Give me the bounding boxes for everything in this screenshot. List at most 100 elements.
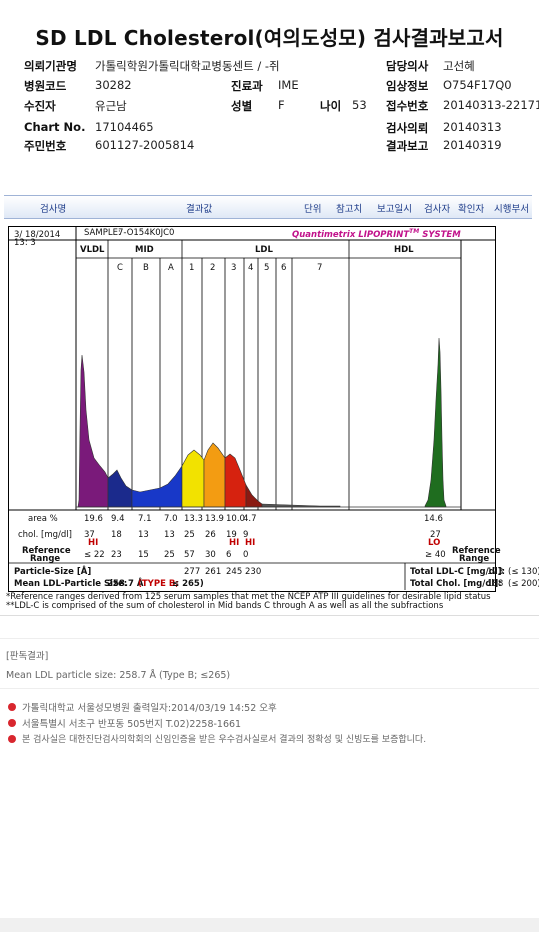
receipt-label: 접수번호 bbox=[386, 99, 429, 113]
subband-label: A bbox=[168, 263, 174, 273]
ref-label-l2: Range bbox=[30, 554, 61, 564]
lipoprint-report bbox=[8, 226, 496, 592]
total-chol-value: 188 bbox=[487, 579, 504, 589]
area-cell: 7.0 bbox=[164, 514, 178, 524]
electrophoresis-curves bbox=[77, 337, 447, 508]
divider-bottom bbox=[0, 688, 539, 689]
subband-label: B bbox=[143, 263, 149, 273]
area-cell: 13.3 bbox=[184, 514, 203, 524]
footer-address: 서울특별시 서초구 반포동 505번지 T.02)2258-1661 bbox=[22, 719, 242, 730]
col-confirmer: 확인자 bbox=[458, 204, 485, 215]
col-unit: 단위 bbox=[304, 204, 322, 215]
vldl-band-fill bbox=[77, 354, 109, 508]
particle-size-cell: 245 bbox=[226, 567, 243, 577]
chol-hdl: 27 bbox=[430, 530, 441, 540]
report-date-label: 결과보고 bbox=[386, 139, 429, 153]
chart-value: 17104465 bbox=[95, 120, 154, 134]
subband-label: 4 bbox=[248, 263, 254, 273]
col-department: 시행부서 bbox=[494, 204, 529, 215]
subband-label: 5 bbox=[264, 263, 270, 273]
judgement-text: Mean LDL particle size: 258.7 Å (Type B;… bbox=[6, 670, 231, 681]
hospital-code-value: 30282 bbox=[95, 78, 132, 92]
doctor-label: 담당의사 bbox=[386, 59, 429, 73]
total-ldl-value: 123 bbox=[487, 567, 504, 577]
col-tester: 검사자 bbox=[424, 204, 451, 215]
judgement-heading: [판독결과] bbox=[6, 651, 49, 662]
ldl-tail-fill bbox=[261, 503, 341, 508]
chol-cell: 25 bbox=[184, 530, 195, 540]
band-vldl: VLDL bbox=[80, 245, 105, 255]
footnote-ldlc: **LDL-C is comprised of the sum of chole… bbox=[6, 601, 444, 611]
institution-value: 가톨릭학원가톨릭대학교병동센트 / -쥐 bbox=[95, 59, 280, 73]
ref-right-l2: Range bbox=[459, 554, 490, 564]
bullet-address-icon bbox=[8, 719, 16, 727]
chol-cell: 9 bbox=[243, 530, 249, 540]
result-header-bar: 검사명 결과값 단위 참고치 보고일시 검사자 확인자 시행부서 bbox=[4, 195, 532, 219]
subband-label: 6 bbox=[281, 263, 287, 273]
area-cell: 19.6 bbox=[84, 514, 103, 524]
flag-band3: HI bbox=[229, 538, 240, 548]
subband-label: C bbox=[117, 263, 123, 273]
examinee-label: 수진자 bbox=[24, 99, 56, 113]
area-cell: 13.9 bbox=[205, 514, 224, 524]
hdl-band-fill bbox=[424, 337, 447, 508]
ref-hdl: ≥ 40 bbox=[425, 550, 446, 560]
particle-size-cell: 277 bbox=[184, 567, 201, 577]
age-label: 나이 bbox=[320, 99, 342, 113]
subband-label: 3 bbox=[231, 263, 237, 273]
footer-hospital: 가톨릭대학교 서울성모병원 출력일자:2014/03/19 14:52 오후 bbox=[22, 703, 277, 714]
ldl4-band-fill bbox=[245, 483, 263, 508]
area-hdl: 14.6 bbox=[424, 514, 443, 524]
flag-hdl: LO bbox=[428, 538, 441, 548]
subband-label: 1 bbox=[189, 263, 195, 273]
sample-value: 7-O154K0JC0 bbox=[118, 228, 175, 238]
id-value: 601127-2005814 bbox=[95, 138, 195, 152]
dept-label: 진료과 bbox=[231, 79, 263, 93]
area-cell: 10.0 bbox=[226, 514, 245, 524]
band-hdl: HDL bbox=[394, 245, 414, 255]
ldl3-band-fill bbox=[224, 453, 247, 508]
total-chol-ref: (≤ 200) bbox=[508, 579, 539, 589]
chol-cell: 26 bbox=[205, 530, 216, 540]
dept-value: IME bbox=[278, 78, 299, 92]
ldl1-band-fill bbox=[181, 449, 205, 508]
report-date: 3/ 18/2014 bbox=[14, 230, 61, 240]
report-date-value: 20140319 bbox=[443, 138, 502, 152]
institution-label: 의뢰기관명 bbox=[24, 59, 77, 73]
ref-cell: 25 bbox=[164, 550, 175, 560]
request-label: 검사의뢰 bbox=[386, 121, 429, 135]
col-reference: 참고치 bbox=[336, 204, 363, 215]
particle-size-label: Particle-Size [Å] bbox=[14, 567, 92, 577]
ref-cell: 0 bbox=[243, 550, 249, 560]
examinee-value: 유근남 bbox=[95, 99, 127, 113]
area-cell: 7.1 bbox=[138, 514, 152, 524]
chol-label: chol. [mg/dl] bbox=[18, 530, 72, 540]
mean-ldl-value: 258.7 Å bbox=[107, 579, 144, 589]
chol-cell: 37 bbox=[84, 530, 95, 540]
sex-value: F bbox=[278, 98, 285, 112]
chol-cell: 18 bbox=[111, 530, 122, 540]
footnote-reference: *Reference ranges derived from 125 serum… bbox=[6, 592, 491, 602]
area-cell: 9.4 bbox=[111, 514, 125, 524]
ref-cell: ≤ 22 bbox=[84, 550, 105, 560]
ref-right-l1: Reference bbox=[452, 546, 501, 556]
mean-ldl-type: (TYPE B; bbox=[138, 579, 179, 589]
sex-label: 성별 bbox=[231, 99, 253, 113]
bullet-hospital-icon bbox=[8, 703, 16, 711]
flag-band4: HI bbox=[245, 538, 256, 548]
flag-vldl: HI bbox=[88, 538, 99, 548]
band-mid: MID bbox=[135, 245, 154, 255]
mean-ldl-type-ref: ≤ 265) bbox=[172, 579, 204, 589]
mean-ldl-label: Mean LDL-Particle Size: bbox=[14, 579, 128, 589]
sample-label: SAMPLE: bbox=[84, 228, 121, 238]
chol-cell: 13 bbox=[164, 530, 175, 540]
total-chol-label: Total Chol. [mg/dl]: bbox=[410, 579, 502, 589]
band-ldl: LDL bbox=[255, 245, 273, 255]
ref-cell: 30 bbox=[205, 550, 216, 560]
mid-c-band-fill bbox=[107, 469, 133, 508]
bottom-bar bbox=[0, 918, 539, 932]
doctor-value: 고선혜 bbox=[443, 59, 475, 73]
ldl2-band-fill bbox=[203, 442, 226, 508]
area-cell: 4.7 bbox=[243, 514, 257, 524]
